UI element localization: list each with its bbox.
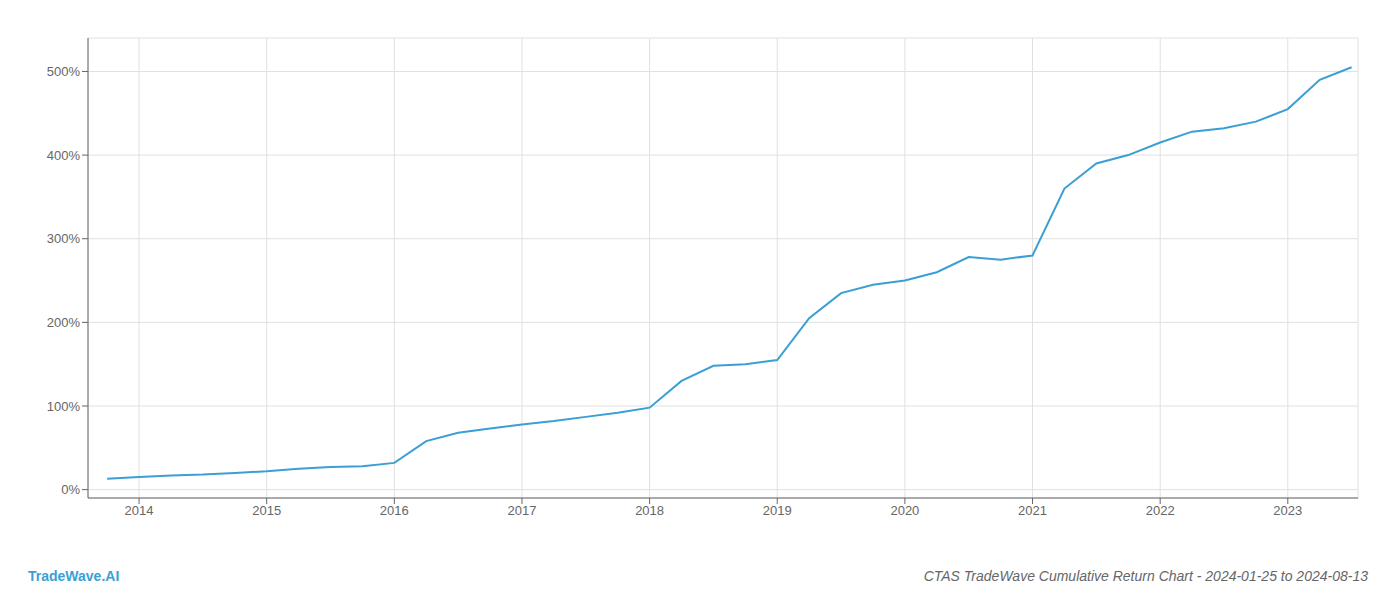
- html-text:TradeWave.AI: TradeWave.AI: [28, 568, 120, 584]
- svg-text:2020: 2020: [890, 503, 919, 518]
- svg-text:2019: 2019: [763, 503, 792, 518]
- svg-text:100%: 100%: [47, 399, 81, 414]
- svg-text:2022: 2022: [1146, 503, 1175, 518]
- svg-text:2023: 2023: [1273, 503, 1302, 518]
- svg-text:2018: 2018: [635, 503, 664, 518]
- svg-text:200%: 200%: [47, 315, 81, 330]
- svg-text:300%: 300%: [47, 231, 81, 246]
- svg-text:2015: 2015: [252, 503, 281, 518]
- svg-text:500%: 500%: [47, 64, 81, 79]
- svg-text:2021: 2021: [1018, 503, 1047, 518]
- svg-text:2017: 2017: [508, 503, 537, 518]
- svg-text:0%: 0%: [61, 482, 80, 497]
- svg-text:400%: 400%: [47, 148, 81, 163]
- html-text:CTAS TradeWave Cumulative Retu: CTAS TradeWave Cumulative Return Chart -…: [923, 568, 1368, 584]
- svg-text:2014: 2014: [125, 503, 154, 518]
- svg-text:2016: 2016: [380, 503, 409, 518]
